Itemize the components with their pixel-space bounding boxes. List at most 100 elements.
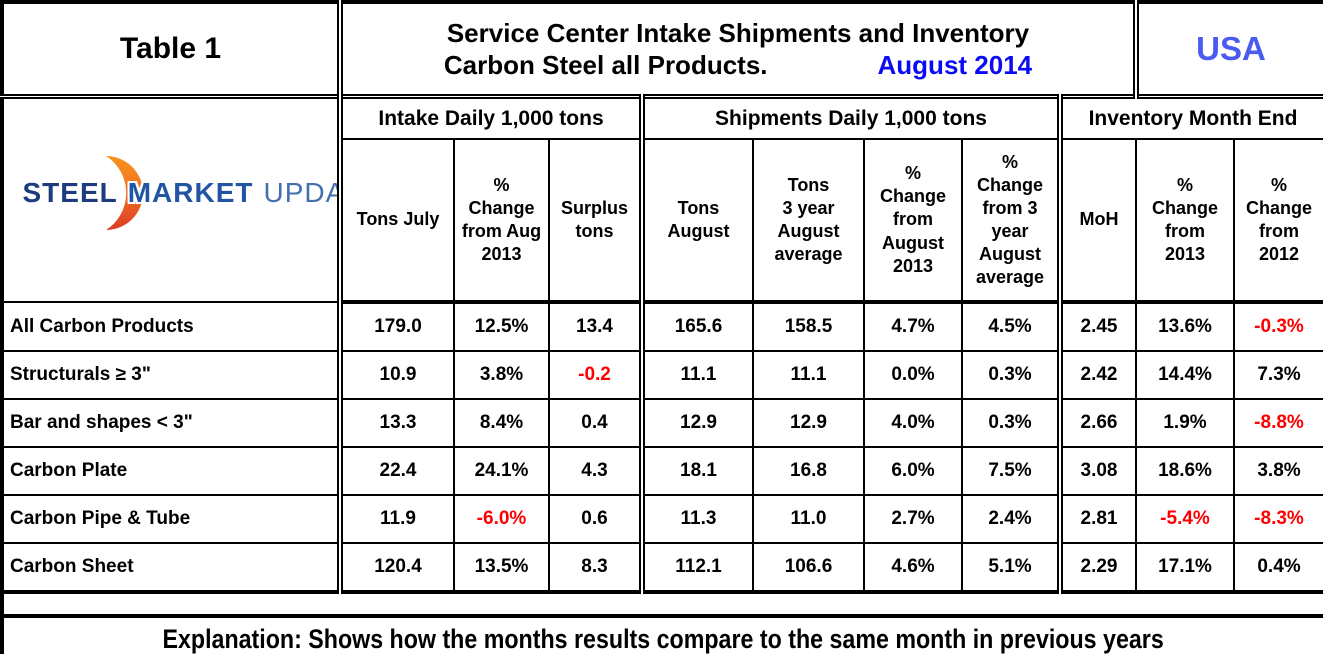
cell: 12.5% <box>453 301 550 352</box>
cell: 158.5 <box>752 301 865 352</box>
cell: -6.0% <box>453 494 550 544</box>
cell: 106.6 <box>752 542 865 593</box>
cell: 2.66 <box>1057 398 1137 448</box>
cell: 1.9% <box>1135 398 1235 448</box>
cell: 16.8 <box>752 446 865 496</box>
cell: 8.4% <box>453 398 550 448</box>
cell: 4.3 <box>548 446 643 496</box>
crescent-icon <box>105 156 143 230</box>
cell: -0.3% <box>1233 301 1323 352</box>
cell: -8.8% <box>1233 398 1323 448</box>
cell: 24.1% <box>453 446 550 496</box>
cell: 179.0 <box>337 301 455 352</box>
title-line1: Service Center Intake Shipments and Inve… <box>446 17 1030 48</box>
spacer-cell <box>1 590 1323 618</box>
logo-word-update: UPDATE <box>263 177 339 208</box>
explanation-text: Explanation: Shows how the months result… <box>162 624 1165 654</box>
group-shipments: Shipments Daily 1,000 tons <box>639 95 1061 140</box>
explanation-cell: Explanation: Shows how the months result… <box>1 615 1323 654</box>
cell: 10.9 <box>337 350 455 400</box>
group-inventory: Inventory Month End <box>1057 95 1323 140</box>
col-header-pct-change-from-aug-2013: % Change from Aug 2013 <box>453 138 550 304</box>
cell: 7.5% <box>961 446 1061 496</box>
logo-word-market: MARKET <box>127 177 254 208</box>
row-label: All Carbon Products <box>1 301 341 352</box>
row-label: Structurals ≥ 3" <box>1 350 341 400</box>
title-subtitle: Carbon Steel all Products. <box>443 50 768 80</box>
table-row: Carbon Sheet 120.4 13.5% 8.3 112.1 106.6… <box>1 542 1323 593</box>
table-title: Service Center Intake Shipments and Inve… <box>337 1 1137 99</box>
column-header-row: Tons July % Change from Aug 2013 Surplus… <box>2 138 1323 304</box>
table-row: Carbon Pipe & Tube 11.9 -6.0% 0.6 11.3 1… <box>1 494 1323 544</box>
cell: 11.9 <box>337 494 455 544</box>
cell: 13.4 <box>548 301 643 352</box>
col-header-pct-change-from-august-2013: % Change from August 2013 <box>863 138 963 304</box>
cell: 0.6 <box>548 494 643 544</box>
logo-word-steel: STEEL <box>22 177 118 208</box>
explanation-row: Explanation: Shows how the months result… <box>1 615 1323 654</box>
cell: 112.1 <box>639 542 754 593</box>
cell: 11.1 <box>752 350 865 400</box>
cell: 12.9 <box>752 398 865 448</box>
cell: 6.0% <box>863 446 963 496</box>
cell: 0.0% <box>863 350 963 400</box>
cell: 11.3 <box>639 494 754 544</box>
table-row: All Carbon Products 179.0 12.5% 13.4 165… <box>1 301 1323 352</box>
cell: 2.42 <box>1057 350 1137 400</box>
title-row: Table 1 Service Center Intake Shipments … <box>1 1 1323 99</box>
cell: 13.5% <box>453 542 550 593</box>
cell: 18.6% <box>1135 446 1235 496</box>
group-header-row: STEEL MARKET UPDATE Intake Daily 1,000 t… <box>1 95 1323 303</box>
table-row: Structurals ≥ 3" 10.9 3.8% -0.2 11.1 11.… <box>1 350 1323 400</box>
spacer-row <box>1 590 1323 618</box>
cell: 4.5% <box>961 301 1061 352</box>
cell: 165.6 <box>639 301 754 352</box>
cell: 11.1 <box>639 350 754 400</box>
cell: 2.81 <box>1057 494 1137 544</box>
cell: 2.45 <box>1057 301 1137 352</box>
cell: -5.4% <box>1135 494 1235 544</box>
cell: 12.9 <box>639 398 754 448</box>
cell: 7.3% <box>1233 350 1323 400</box>
logo-container: STEEL MARKET UPDATE <box>23 152 338 234</box>
logo-text: STEEL MARKET UPDATE <box>22 177 339 209</box>
cell: 5.1% <box>961 542 1061 593</box>
col-header-tons-july: Tons July <box>337 138 455 304</box>
cell: 22.4 <box>337 446 455 496</box>
cell: 17.1% <box>1135 542 1235 593</box>
cell: -0.2 <box>548 350 643 400</box>
cell: 0.4 <box>548 398 643 448</box>
row-label: Carbon Sheet <box>1 542 341 593</box>
table-label: Table 1 <box>1 1 341 99</box>
cell: 0.3% <box>961 398 1061 448</box>
row-label: Carbon Pipe & Tube <box>1 494 341 544</box>
cell: 18.1 <box>639 446 754 496</box>
col-header-moh: MoH <box>1057 138 1137 304</box>
cell: 3.8% <box>1233 446 1323 496</box>
cell: 3.8% <box>453 350 550 400</box>
col-header-surplus-tons: Surplus tons <box>548 138 643 304</box>
table-row: Bar and shapes < 3" 13.3 8.4% 0.4 12.9 1… <box>1 398 1323 448</box>
cell: 3.08 <box>1057 446 1137 496</box>
cell: 13.6% <box>1135 301 1235 352</box>
cell: 0.3% <box>961 350 1061 400</box>
group-intake: Intake Daily 1,000 tons <box>337 95 643 140</box>
cell: 4.6% <box>863 542 963 593</box>
col-header-tons-3yr-august-average: Tons 3 year August average <box>752 138 865 304</box>
table-row: Carbon Plate 22.4 24.1% 4.3 18.1 16.8 6.… <box>1 446 1323 496</box>
title-line2: Carbon Steel all Products. August 2014 <box>346 49 1133 82</box>
title-period: August 2014 <box>877 50 1033 80</box>
cell: 2.7% <box>863 494 963 544</box>
region-label: USA <box>1133 1 1323 99</box>
row-label: Bar and shapes < 3" <box>1 398 341 448</box>
cell: 13.3 <box>337 398 455 448</box>
cell: 4.7% <box>863 301 963 352</box>
col-header-pct-change-from-2013: % Change from 2013 <box>1135 138 1235 304</box>
steel-market-update-logo: STEEL MARKET UPDATE <box>1 95 341 303</box>
cell: 11.0 <box>752 494 865 544</box>
cell: -8.3% <box>1233 494 1323 544</box>
cell: 2.4% <box>961 494 1061 544</box>
cell: 14.4% <box>1135 350 1235 400</box>
